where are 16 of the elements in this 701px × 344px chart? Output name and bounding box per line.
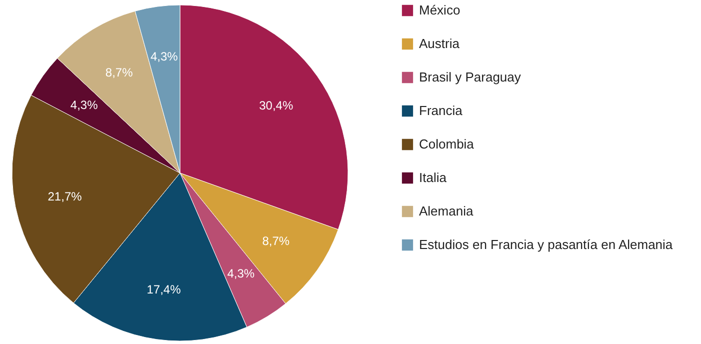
data-label: 30,4%: [259, 98, 294, 112]
legend-label: Alemania: [419, 204, 474, 218]
legend-label: Francia: [419, 103, 464, 118]
legend-label: Italia: [419, 170, 448, 185]
data-label: 4,3%: [70, 98, 98, 112]
legend-label: Brasil y Paraguay: [419, 70, 522, 84]
legend-label: Austria: [419, 36, 460, 51]
data-label: 8,7%: [105, 65, 134, 80]
legend-label: Estudios en Francia y pasantía en Alemania: [419, 237, 674, 252]
data-label: 8,7%: [262, 234, 290, 248]
legend-label: México: [419, 2, 460, 18]
data-label: 4,3%: [150, 49, 178, 64]
legend-label: Colombia: [419, 136, 475, 152]
data-label: 4,3%: [227, 266, 255, 281]
data-label: 21,7%: [48, 190, 82, 204]
data-label: 17,4%: [146, 282, 182, 296]
